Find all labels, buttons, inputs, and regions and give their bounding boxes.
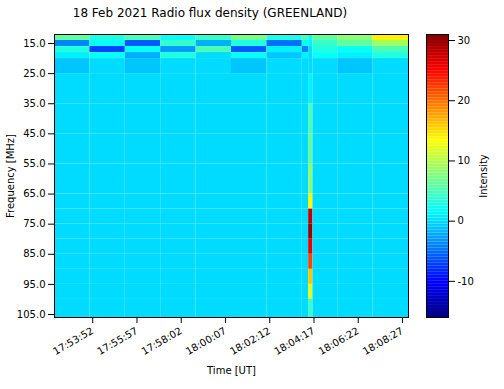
svg-text:18:00:07: 18:00:07 bbox=[184, 325, 228, 357]
svg-text:10: 10 bbox=[458, 155, 471, 166]
svg-text:18:02:12: 18:02:12 bbox=[228, 325, 272, 357]
svg-text:17:53:52: 17:53:52 bbox=[51, 325, 95, 357]
svg-text:-10: -10 bbox=[458, 276, 474, 287]
svg-text:95.0: 95.0 bbox=[23, 279, 45, 290]
svg-text:18:06:22: 18:06:22 bbox=[316, 325, 360, 357]
svg-text:20: 20 bbox=[458, 95, 471, 106]
svg-text:65.0: 65.0 bbox=[23, 188, 45, 199]
svg-text:30: 30 bbox=[458, 35, 471, 46]
svg-text:15.0: 15.0 bbox=[23, 38, 45, 49]
svg-text:45.0: 45.0 bbox=[23, 128, 45, 139]
svg-text:18:08:27: 18:08:27 bbox=[361, 325, 405, 357]
svg-text:75.0: 75.0 bbox=[23, 218, 45, 229]
svg-text:18:04:17: 18:04:17 bbox=[272, 325, 316, 357]
svg-text:25.0: 25.0 bbox=[23, 68, 45, 79]
svg-text:17:55:57: 17:55:57 bbox=[95, 325, 139, 357]
svg-text:85.0: 85.0 bbox=[23, 248, 45, 259]
svg-text:Intensity: Intensity bbox=[478, 154, 489, 198]
svg-text:0: 0 bbox=[458, 215, 464, 226]
html-text:18 Feb 2021 Radio flux density: 18 Feb 2021 Radio flux density (GREENLAN… bbox=[72, 6, 348, 20]
svg-text:17:58:02: 17:58:02 bbox=[139, 325, 183, 357]
svg-text:35.0: 35.0 bbox=[23, 98, 45, 109]
svg-text:Time [UT]: Time [UT] bbox=[206, 365, 256, 376]
svg-text:Frequency [MHz]: Frequency [MHz] bbox=[5, 134, 16, 218]
svg-text:105.0: 105.0 bbox=[17, 309, 46, 320]
svg-text:55.0: 55.0 bbox=[23, 158, 45, 169]
